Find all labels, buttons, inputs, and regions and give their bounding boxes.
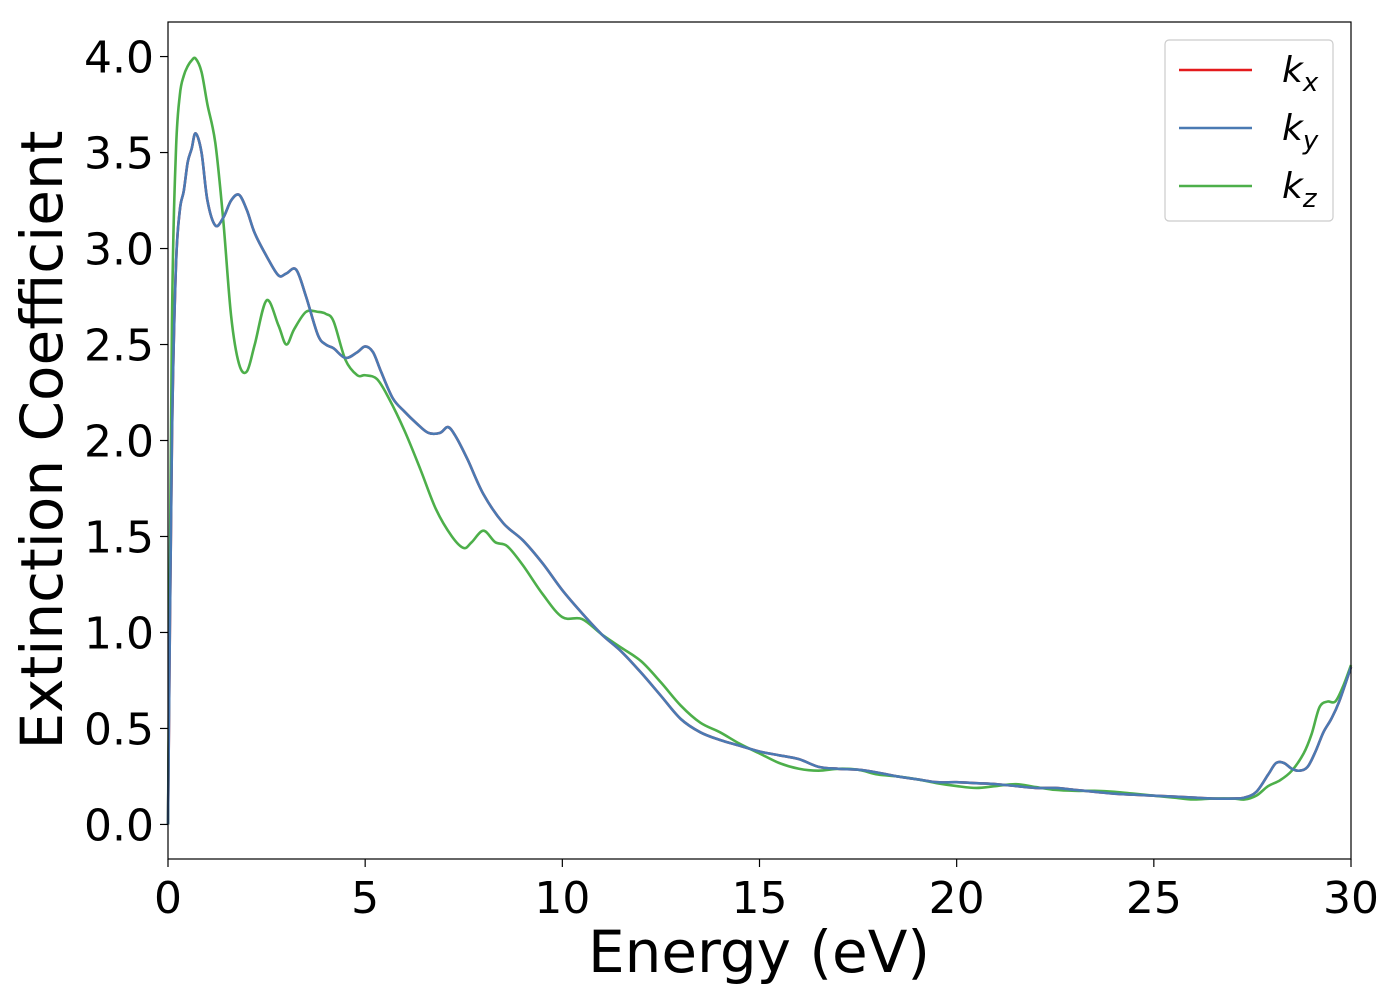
- legend-label-x: kx: [1282, 50, 1319, 98]
- x-tick-label: 20: [929, 873, 985, 924]
- series-layer: [166, 56, 1353, 825]
- series-line-x: [166, 132, 1353, 825]
- x-tick-label: 10: [534, 873, 590, 924]
- y-tick-label: 3.0: [84, 225, 154, 276]
- x-axis-ticks: 0 5 10 15 20 25 30: [154, 859, 1379, 924]
- x-tick-label: 25: [1126, 873, 1182, 924]
- x-tick-label: 0: [154, 873, 182, 924]
- legend-box: [1164, 39, 1334, 222]
- y-tick-label: 2.5: [84, 321, 154, 372]
- y-tick-label: 1.5: [84, 512, 154, 563]
- legend-entries: kx ky kz: [1179, 50, 1319, 214]
- legend: kx ky kz: [1164, 39, 1334, 222]
- y-axis-ticks: 0.0 0.5 1.0 1.5 2.0 2.5 3.0 3.5 4.0: [84, 33, 168, 851]
- legend-label-y: ky: [1282, 108, 1319, 156]
- y-tick-label: 3.5: [84, 129, 154, 180]
- y-axis-label: Extinction Coefficient: [8, 131, 76, 750]
- x-tick-label: 15: [732, 873, 788, 924]
- x-tick-label: 5: [351, 873, 379, 924]
- legend-label-z: kz: [1282, 166, 1318, 214]
- y-tick-label: 0.0: [84, 800, 154, 851]
- y-tick-label: 1.0: [84, 608, 154, 659]
- x-axis-label: Energy (eV): [588, 918, 930, 986]
- series-line-y: [166, 132, 1353, 825]
- y-tick-label: 2.0: [84, 417, 154, 468]
- x-tick-label: 30: [1323, 873, 1379, 924]
- y-tick-label: 0.5: [84, 704, 154, 755]
- y-tick-label: 4.0: [84, 33, 154, 84]
